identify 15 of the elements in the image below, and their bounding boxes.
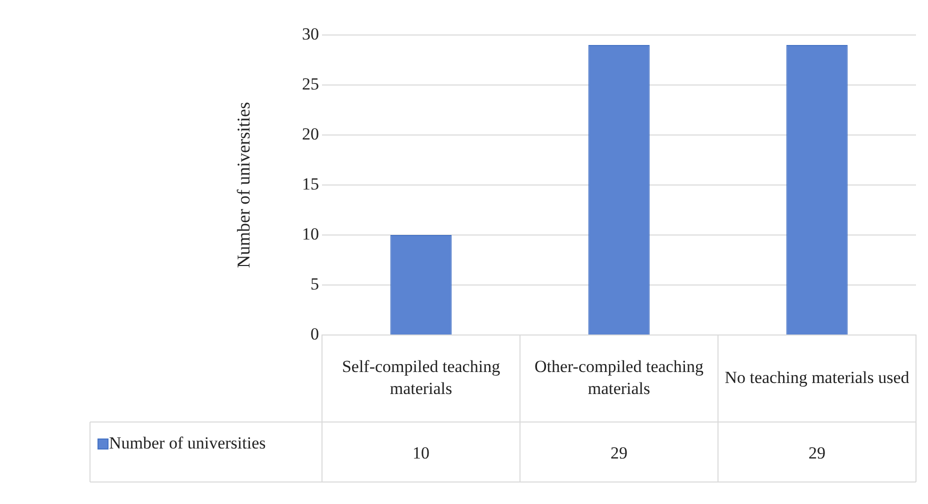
y-tick-label: 20 [302, 124, 319, 144]
y-tick-label: 5 [310, 274, 319, 294]
x-tick-label: Self-compiled teaching materials [342, 356, 501, 398]
y-axis-title: Number of universities [234, 102, 254, 268]
y-tick-label: 25 [302, 74, 319, 94]
y-tick-label: 10 [302, 224, 319, 244]
y-tick-label: 15 [302, 174, 319, 194]
legend-label: Number of universities [109, 433, 266, 452]
data-label: 10 [412, 443, 430, 462]
data-label: 29 [808, 443, 826, 462]
y-tick-label: 0 [310, 324, 319, 344]
y-tick-label: 30 [302, 24, 319, 44]
x-tick-label: No teaching materials used [724, 368, 910, 387]
x-tick-label: Other-compiled teaching materials [534, 356, 704, 398]
data-label: 29 [610, 443, 628, 462]
